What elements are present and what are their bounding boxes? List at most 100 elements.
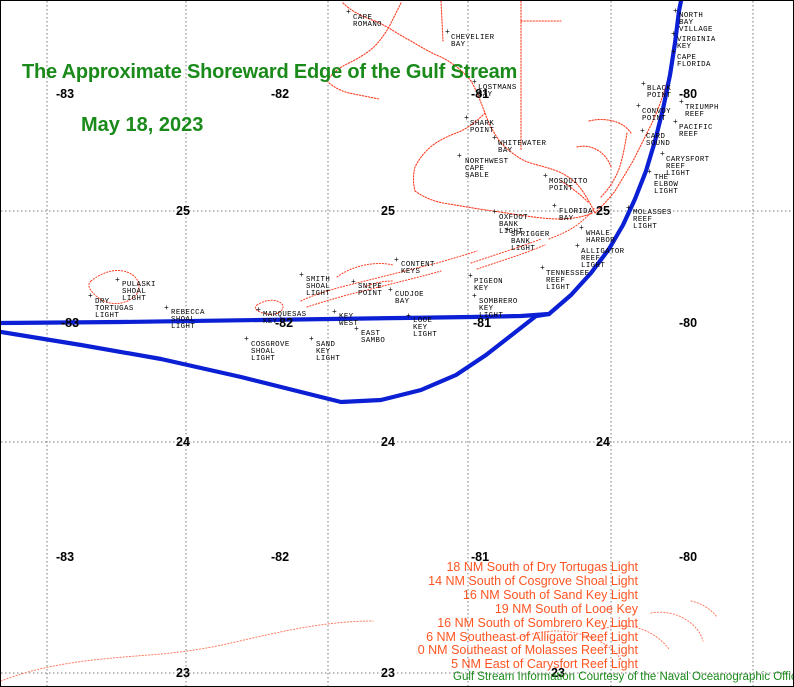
content-keys-label: CONTENT KEYS (401, 261, 435, 277)
smith-shoal-light-marker: + (299, 271, 304, 280)
gulf-stream-northern-edge (1, 311, 552, 326)
gulf-stream-line (1, 1, 684, 405)
triumph-reef-marker: + (679, 98, 684, 107)
pacific-reef-marker: + (673, 118, 678, 127)
chevelier-bay-marker: + (445, 28, 450, 37)
distance-annotation: 18 NM South of Dry Tortugas Light (446, 560, 638, 574)
card-sound-label: CARD SOUND (646, 133, 671, 149)
north-bay-village-label: NORTH BAY VILLAGE (679, 12, 713, 35)
longitude-tick-label: -80 (679, 316, 698, 330)
cosgrove-shoal-light-label: COSGROVE SHOAL LIGHT (251, 341, 290, 364)
black-point-marker: + (641, 80, 646, 89)
distance-annotation: 16 NM South of Sombrero Key Light (437, 615, 638, 630)
chevelier-bay-label: CHEVELIER BAY (451, 34, 495, 50)
key-west-label: KEY WEST (339, 313, 359, 329)
distance-annotation: 19 NM South of Looe Key (494, 601, 638, 616)
north-bay-village-marker: + (673, 7, 678, 16)
black-point-label: BLACK POINT (647, 85, 672, 101)
cape-romano-marker: + (346, 8, 351, 17)
the-elbow-light-marker: + (647, 168, 652, 177)
carysfort-reef-light-marker: + (660, 150, 665, 159)
distance-annotation: 14 NM South of Cosgrove Shoal Light (428, 573, 638, 588)
sombrero-key-light-label: SOMBRERO KEY LIGHT (479, 298, 518, 321)
latitude-tick-label: 25 (596, 204, 610, 218)
longitude-tick-label: -83 (56, 550, 75, 564)
key-west-marker: + (332, 308, 337, 317)
carysfort-reef-light-label: CARYSFORT REEF LIGHT (666, 156, 710, 179)
shark-point-label: SHARK POINT (470, 120, 495, 136)
coastline-cuba (1, 600, 718, 682)
convoy-point-label: CONVOY POINT (642, 108, 672, 124)
pulaski-shoal-light-label: PULASKI SHOAL LIGHT (122, 281, 156, 304)
content-keys-marker: + (394, 256, 399, 265)
latitude-tick-label: 25 (381, 204, 395, 218)
alligator-reef-light-marker: + (575, 242, 580, 251)
pulaski-shoal-light-marker: + (115, 276, 120, 285)
dry-tortugas-light-label: DRY TORTUGAS LIGHT (95, 298, 134, 321)
pacific-reef-label: PACIFIC REEF (679, 124, 713, 140)
oxfoot-bank-light-marker: + (492, 208, 497, 217)
longitude-tick-label: -82 (275, 316, 294, 330)
distance-annotation: 0 NM Southeast of Molasses Reef Light (417, 643, 638, 658)
coastline-keys (88, 206, 596, 315)
cosgrove-shoal-light-marker: + (244, 335, 249, 344)
smith-shoal-light-label: SMITH SHOAL LIGHT (306, 276, 331, 299)
gulf-stream-east-coast-edge (546, 1, 684, 317)
shark-point-marker: + (464, 114, 469, 123)
rebecca-shoal-light-label: REBECCA SHOAL LIGHT (171, 309, 205, 332)
cape-florida-marker: + (671, 48, 676, 57)
pigeon-key-marker: + (468, 272, 473, 281)
longitude-tick-label: -83 (61, 316, 80, 330)
alligator-reef-light-label: ALLIGATOR REEF LIGHT (581, 248, 625, 271)
whitewater-bay-label: WHITEWATER BAY (498, 140, 547, 156)
sombrero-key-light-marker: + (472, 292, 477, 301)
cape-florida-label: CAPE FLORIDA (677, 54, 711, 70)
latitude-tick-label: 24 (176, 435, 190, 449)
distance-annotation: 6 NM Southeast of Alligator Reef Light (426, 629, 638, 644)
mosquito-point-label: MOSQUITO POINT (549, 178, 588, 194)
cape-romano-label: CAPE ROMANO (353, 14, 383, 30)
florida-bay-label: FLORIDA BAY (559, 208, 593, 224)
latitude-tick-label: 23 (381, 666, 395, 680)
looe-key-light-label: LOOE KEY LIGHT (413, 317, 438, 340)
credit-line: Gulf Stream Information Courtesy of the … (453, 671, 794, 683)
longitude-tick-label: -80 (679, 87, 698, 101)
sprigger-bank-light-label: SPRIGGER BANK LIGHT (511, 231, 550, 254)
pigeon-key-label: PIGEON KEY (474, 278, 504, 294)
east-sambo-label: EAST SAMBO (361, 330, 386, 346)
northwest-cape-sable-marker: + (457, 152, 462, 161)
coastline-florida (326, 1, 681, 220)
looe-key-light-marker: + (406, 312, 411, 321)
latitude-tick-label: 24 (381, 435, 395, 449)
longitude-tick-label: -81 (473, 316, 492, 330)
longitude-tick-label: -80 (679, 550, 698, 564)
cudjoe-bay-label: CUDJOE BAY (395, 291, 425, 307)
snipe-point-marker: + (351, 278, 356, 287)
florida-bay-marker: + (552, 202, 557, 211)
sprigger-bank-light-marker: + (505, 226, 510, 235)
sand-key-light-label: SAND KEY LIGHT (316, 341, 341, 364)
gulf-stream-southern-edge (1, 311, 552, 405)
molasses-reef-light-marker: + (626, 204, 631, 213)
the-elbow-light-label: THE ELBOW LIGHT (654, 174, 679, 197)
snipe-point-label: SNIPE POINT (358, 283, 383, 299)
longitude-tick-label: -82 (271, 87, 290, 101)
longitude-tick-label: -83 (56, 87, 75, 101)
distance-annotations: 18 NM South of Dry Tortugas Light 14 NM S… (218, 560, 638, 672)
latitude-tick-label: 25 (176, 204, 190, 218)
northwest-cape-sable-label: NORTHWEST CAPE SABLE (465, 158, 509, 181)
chart-date: May 18, 2023 (81, 114, 204, 136)
cudjoe-bay-marker: + (388, 286, 393, 295)
tennessee-reef-light-marker: + (540, 264, 545, 273)
convoy-point-marker: + (636, 102, 641, 111)
card-sound-marker: + (640, 127, 645, 136)
oxfoot-bank-light-label: OXFOOT BANK LIGHT (499, 214, 529, 237)
longitude-tick-label: -81 (471, 550, 490, 564)
latitude-tick-label: 23 (176, 666, 190, 680)
latitude-tick-label: 24 (596, 435, 610, 449)
whale-harbor-label: WHALE HARBOR (586, 230, 616, 246)
whale-harbor-marker: + (579, 224, 584, 233)
